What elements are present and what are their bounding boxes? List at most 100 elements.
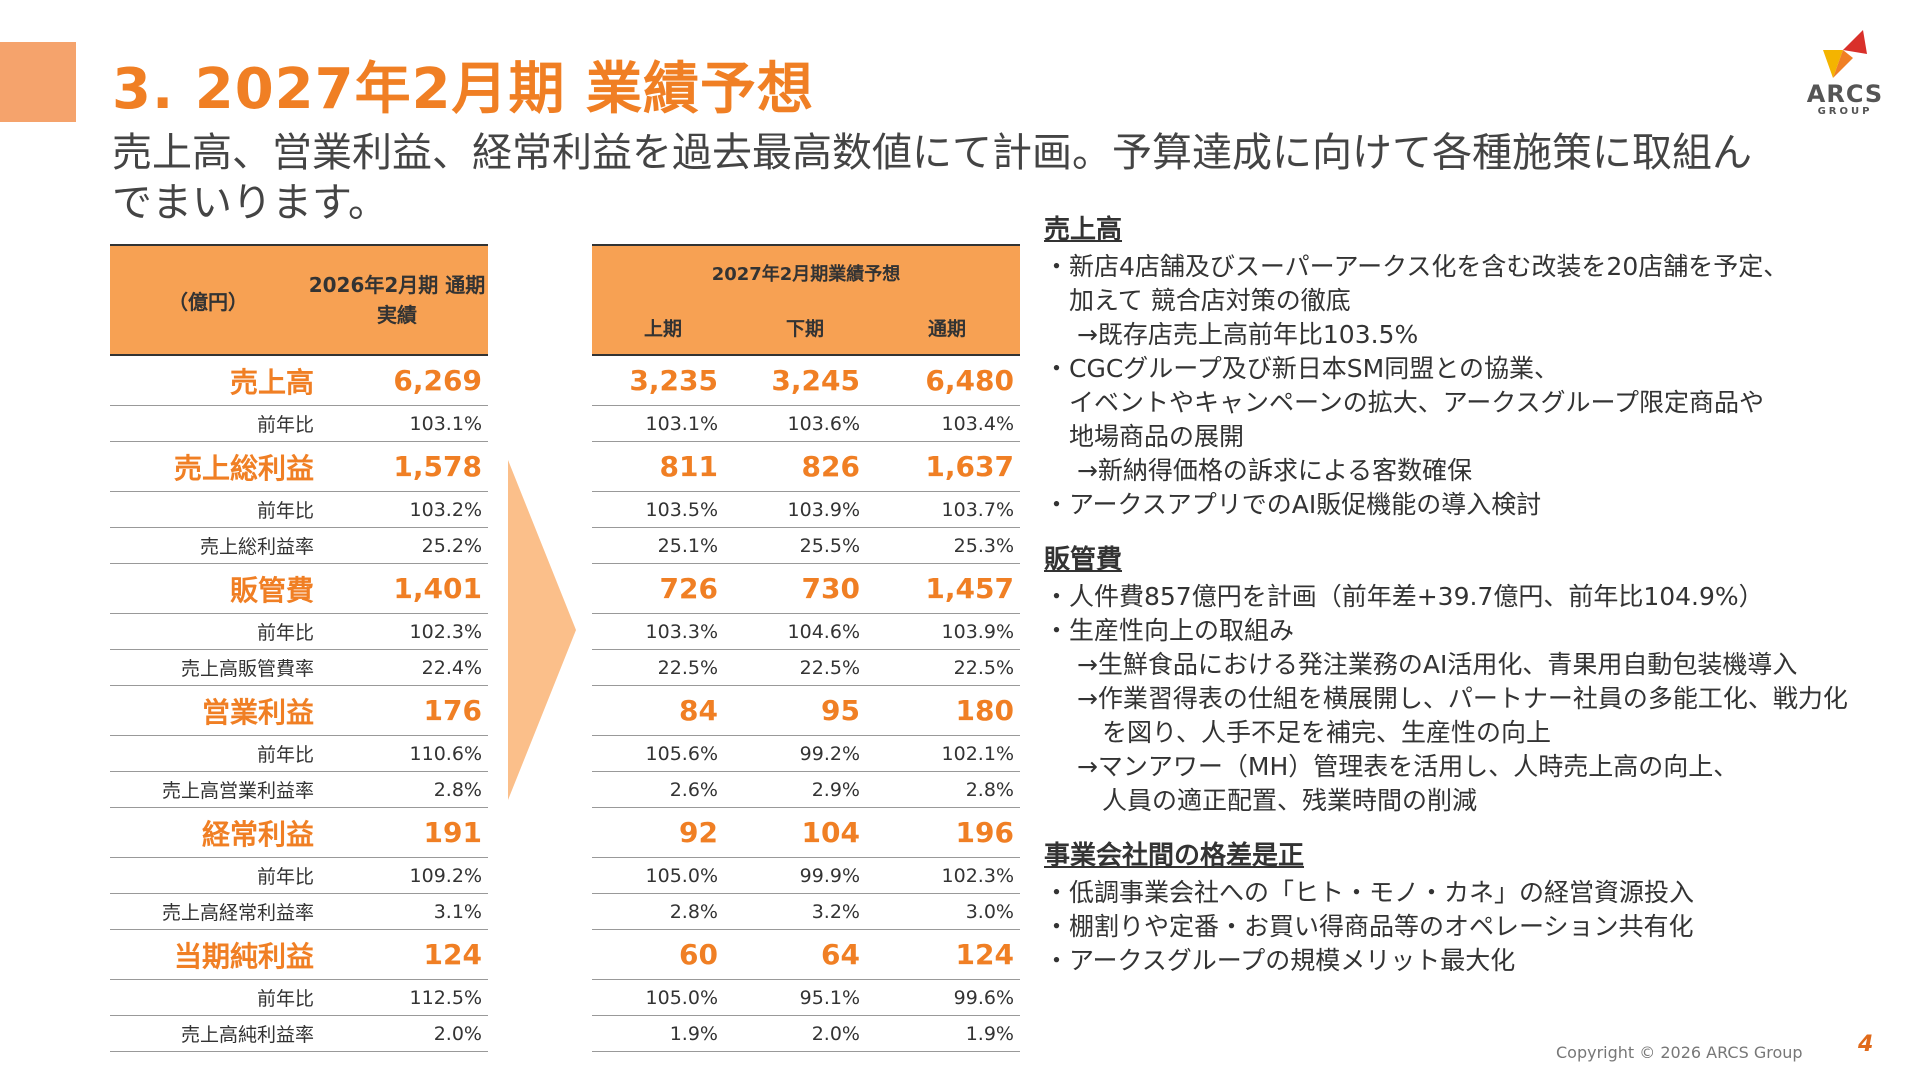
note-line: ・生産性向上の取組み [1044,616,1295,645]
copyright: Copyright © 2026 ARCS Group [1556,1043,1803,1062]
cell-value: 730 [801,572,860,605]
table-row: 105.0% 95.1% 99.6% [592,980,1020,1016]
row-label: 売上総利益率 [199,536,314,558]
row-label: 前年比 [256,988,314,1010]
cell-value: 25.1% [657,534,718,557]
note-line: →既存店売上高前年比103.5% [1044,320,1419,349]
table-row: 売上高純利益率 2.0% [110,1016,488,1052]
row-label: 前年比 [256,500,314,522]
forecast-body: 3,235 3,245 6,480 103.1% 103.6% 103.4% 811 826 1… [592,356,1020,1052]
cell-value: 124 [955,938,1014,971]
section-heading: 売上高 [1044,215,1123,245]
note-line: →生鮮食品における発注業務のAI活用化、青果用自動包装機導入 [1044,650,1798,679]
cell-value: 3.2% [811,900,860,923]
cell-value: 103.7% [941,498,1014,521]
cell-value: 22.5% [799,656,860,679]
note-line: →新納得価格の訴求による客数確保 [1044,456,1473,485]
note-line: ・低調事業会社への「ヒト・モノ・カネ」の経営資源投入 [1044,878,1695,907]
row-label: 営業利益 [201,695,314,729]
table-row: 販管費 1,401 [110,564,488,614]
cell-value: 1,457 [925,572,1014,605]
cell-value: 3.0% [965,900,1014,923]
note-line: ・人件費857億円を計画（前年差+39.7億円、前年比104.9%） [1044,582,1764,611]
cell-value: 103.6% [787,412,860,435]
table-row: 103.1% 103.6% 103.4% [592,406,1020,442]
table-row: 3,235 3,245 6,480 [592,356,1020,406]
row-value: 109.2% [409,864,482,887]
cell-value: 103.4% [941,412,1014,435]
row-value: 191 [423,816,482,849]
table-row: 前年比 103.2% [110,492,488,528]
row-label: 売上高営業利益率 [161,780,314,802]
cell-value: 102.1% [941,742,1014,765]
cell-value: 104 [801,816,860,849]
row-value: 3.1% [433,900,482,923]
row-value: 102.3% [409,620,482,643]
col-full-year: 通期 [927,318,966,340]
page-number: 4 [1858,1032,1874,1057]
table-row: 92 104 196 [592,808,1020,858]
cell-value: 6,480 [925,364,1014,397]
row-label: 売上高純利益率 [180,1024,314,1046]
col-second-half: 下期 [785,318,824,340]
note-line: ・棚割りや定番・お買い得商品等のオペレーション共有化 [1044,912,1694,941]
section-gap [1044,522,1914,540]
row-label: 前年比 [256,622,314,644]
note-line: を図り、人手不足を補完、生産性の向上 [1044,718,1551,747]
cell-value: 1.9% [669,1022,718,1045]
forecast-header: 2027年2月期業績予想 上期 下期 通期 [592,244,1020,356]
row-value: 103.2% [409,498,482,521]
cell-value: 99.9% [799,864,860,887]
cell-value: 3,235 [629,364,718,397]
note-line: 地場商品の展開 [1044,422,1245,451]
table-row: 22.5% 22.5% 22.5% [592,650,1020,686]
measures-notes: 売上高 ・新店4店舗及びスーパーアークス化を含む改装を20店舗を予定、 加えて 競… [1044,210,1914,978]
cell-value: 104.6% [787,620,860,643]
title-accent-block [0,42,76,122]
row-label: 前年比 [256,414,314,436]
actual-column-header: 2026年2月期 通期実績 [308,273,486,327]
section-heading: 販管費 [1044,545,1123,575]
table-row: 売上総利益 1,578 [110,442,488,492]
table-row: 105.6% 99.2% 102.1% [592,736,1020,772]
page-subtitle: 売上高、営業利益、経常利益を過去最高数値にて計画。予算達成に向けて各種施策に取組… [112,130,1752,226]
row-label: 当期純利益 [173,939,314,973]
note-line: 人員の適正配置、残業時間の削減 [1044,786,1477,815]
note-line: →作業習得表の仕組を横展開し、パートナー社員の多能工化、戦力化 [1044,684,1848,713]
cell-value: 95 [821,694,860,727]
unit-label: （億円） [168,289,248,314]
page-title: 3. 2027年2月期 業績予想 [112,57,815,122]
arcs-logo: ARCS GROUP [1795,28,1895,124]
cell-value: 95.1% [799,986,860,1009]
cell-value: 2.8% [669,900,718,923]
row-value: 110.6% [409,742,482,765]
note-line: ・アークスグループの規模メリット最大化 [1044,946,1516,975]
row-value: 124 [423,938,482,971]
row-value: 1,401 [393,572,482,605]
table-row: 103.5% 103.9% 103.7% [592,492,1020,528]
row-label: 販管費 [229,573,314,607]
table-row: 前年比 102.3% [110,614,488,650]
cell-value: 60 [679,938,718,971]
cell-value: 103.1% [645,412,718,435]
table-row: 前年比 103.1% [110,406,488,442]
row-value: 22.4% [421,656,482,679]
forecast-table: 2027年2月期業績予想 上期 下期 通期 3,235 3,245 6,480 103… [592,244,1020,1052]
actual-results-table: （億円） 2026年2月期 通期実績 売上高 6,269 前年比 103.1% 売上総利… [110,244,488,1052]
table-row: 726 730 1,457 [592,564,1020,614]
cell-value: 1,637 [925,450,1014,483]
table-row: 1.9% 2.0% 1.9% [592,1016,1020,1052]
cell-value: 105.0% [645,986,718,1009]
forecast-title: 2027年2月期業績予想 [711,264,901,285]
actual-results-body: 売上高 6,269 前年比 103.1% 売上総利益 1,578 前年比 103.2% 売上総利… [110,356,488,1052]
cell-value: 22.5% [657,656,718,679]
cell-value: 1.9% [965,1022,1014,1045]
table-row: 前年比 110.6% [110,736,488,772]
table-row: 811 826 1,637 [592,442,1020,492]
table-row: 営業利益 176 [110,686,488,736]
cell-value: 64 [821,938,860,971]
cell-value: 811 [659,450,718,483]
cell-value: 105.6% [645,742,718,765]
section-gap [1044,818,1914,836]
cell-value: 103.5% [645,498,718,521]
